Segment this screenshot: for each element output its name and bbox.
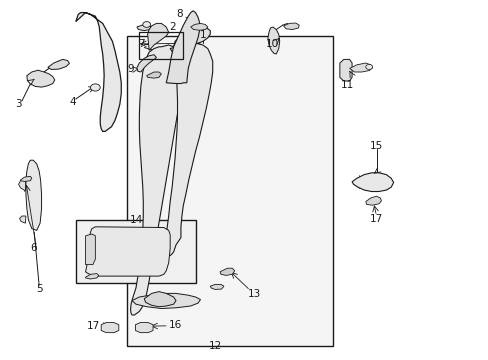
Bar	[76, 220, 195, 283]
Polygon shape	[144, 292, 176, 307]
Text: 2: 2	[168, 22, 175, 32]
Polygon shape	[137, 25, 151, 31]
Polygon shape	[190, 23, 207, 30]
Circle shape	[142, 22, 150, 27]
Polygon shape	[27, 70, 55, 87]
Text: 6: 6	[30, 243, 37, 253]
Polygon shape	[135, 323, 153, 333]
Polygon shape	[147, 23, 168, 50]
Bar	[127, 36, 332, 346]
Polygon shape	[85, 234, 95, 265]
Polygon shape	[339, 59, 351, 81]
Polygon shape	[173, 26, 210, 47]
Polygon shape	[101, 323, 119, 333]
Polygon shape	[26, 160, 41, 230]
Polygon shape	[349, 63, 372, 72]
Text: 8: 8	[176, 9, 183, 19]
Polygon shape	[132, 293, 200, 309]
Polygon shape	[19, 180, 25, 191]
Text: 17: 17	[87, 321, 100, 331]
Polygon shape	[166, 43, 212, 256]
Polygon shape	[146, 72, 161, 78]
Polygon shape	[210, 284, 224, 289]
Text: 7: 7	[138, 39, 145, 49]
Polygon shape	[166, 11, 199, 84]
Text: 5: 5	[36, 284, 42, 294]
Text: 12: 12	[208, 341, 222, 351]
Polygon shape	[130, 45, 183, 315]
Polygon shape	[267, 27, 279, 54]
Circle shape	[365, 64, 372, 69]
Polygon shape	[283, 23, 299, 30]
Polygon shape	[20, 176, 32, 181]
Polygon shape	[220, 268, 234, 275]
Text: 9: 9	[127, 64, 134, 74]
Text: 13: 13	[247, 289, 261, 299]
Polygon shape	[365, 196, 381, 205]
Text: 4: 4	[69, 97, 76, 107]
Text: 17: 17	[369, 214, 383, 224]
Polygon shape	[351, 173, 393, 192]
Text: 14: 14	[129, 215, 142, 225]
Polygon shape	[76, 13, 121, 131]
Text: 1: 1	[199, 30, 206, 40]
Text: 11: 11	[340, 80, 353, 90]
Polygon shape	[20, 216, 26, 223]
Polygon shape	[137, 55, 156, 72]
Text: 3: 3	[15, 99, 22, 109]
Text: 10: 10	[266, 39, 279, 49]
Text: 15: 15	[369, 141, 383, 151]
Bar	[139, 32, 183, 59]
Polygon shape	[85, 227, 170, 276]
Text: 16: 16	[168, 320, 182, 330]
Polygon shape	[48, 59, 69, 69]
Polygon shape	[85, 274, 99, 279]
Circle shape	[90, 84, 100, 91]
